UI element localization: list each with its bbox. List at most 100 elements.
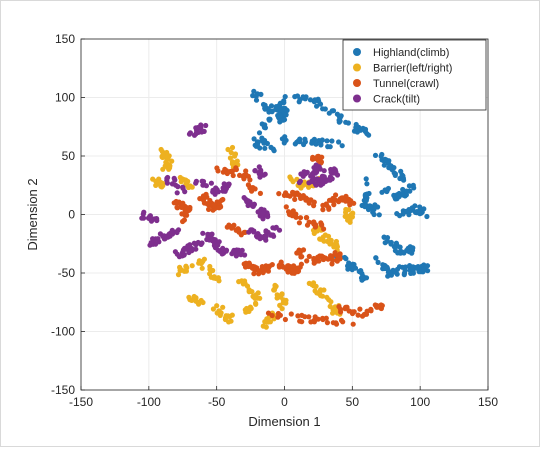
data-point xyxy=(171,175,177,181)
data-point xyxy=(345,217,351,223)
data-point xyxy=(186,131,193,137)
data-point xyxy=(257,145,263,151)
data-point xyxy=(230,224,236,230)
data-point xyxy=(299,254,305,260)
data-point xyxy=(282,94,288,100)
data-point xyxy=(357,306,363,312)
data-point xyxy=(319,137,325,143)
data-point xyxy=(242,252,248,258)
x-tick-label: 50 xyxy=(346,395,360,409)
data-point xyxy=(216,205,222,211)
data-point xyxy=(262,105,268,111)
data-point xyxy=(211,275,217,281)
data-point xyxy=(275,314,281,320)
data-point xyxy=(362,192,368,198)
data-point xyxy=(406,212,412,218)
data-point xyxy=(320,207,326,213)
data-point xyxy=(400,186,406,193)
data-point xyxy=(165,174,171,181)
data-point xyxy=(279,291,285,297)
data-point xyxy=(198,297,204,304)
data-point xyxy=(220,304,226,310)
data-point xyxy=(282,316,288,323)
data-point xyxy=(262,124,268,130)
data-point xyxy=(166,166,172,172)
y-tick-label: 150 xyxy=(55,32,75,46)
data-point xyxy=(269,109,275,115)
x-tick-label: -50 xyxy=(208,395,226,409)
data-point xyxy=(204,201,210,207)
data-point xyxy=(242,307,248,313)
data-point xyxy=(219,251,225,257)
data-point xyxy=(306,219,312,225)
data-point xyxy=(252,186,258,192)
data-point xyxy=(174,251,180,257)
data-point xyxy=(309,179,315,185)
data-point xyxy=(324,138,330,144)
data-point xyxy=(381,162,387,168)
data-point xyxy=(324,203,330,209)
data-point xyxy=(174,204,180,210)
x-tick-label: 0 xyxy=(281,395,288,409)
data-point xyxy=(203,122,209,129)
data-point xyxy=(313,162,319,168)
data-point xyxy=(238,232,244,238)
y-tick-label: 0 xyxy=(68,208,75,222)
data-point xyxy=(311,136,317,142)
data-point xyxy=(180,248,186,254)
data-point xyxy=(320,181,326,187)
data-point xyxy=(288,176,294,182)
data-point xyxy=(287,193,293,199)
data-point xyxy=(325,233,332,239)
data-point xyxy=(336,304,342,310)
data-point xyxy=(246,261,253,267)
data-point xyxy=(397,213,403,219)
data-point xyxy=(355,124,361,130)
data-point xyxy=(401,177,407,183)
data-point xyxy=(251,229,257,235)
data-point xyxy=(261,140,267,146)
data-point xyxy=(338,317,345,323)
data-point xyxy=(364,181,370,187)
data-point xyxy=(378,302,384,308)
data-point xyxy=(252,168,258,174)
data-point xyxy=(269,312,275,319)
data-point xyxy=(313,166,319,172)
series-0 xyxy=(250,88,431,283)
data-point xyxy=(212,237,218,243)
data-point xyxy=(367,203,373,209)
data-point xyxy=(285,269,291,275)
data-point xyxy=(263,324,269,330)
data-point xyxy=(258,91,264,97)
data-point xyxy=(310,174,316,180)
data-point xyxy=(337,118,343,124)
data-point xyxy=(242,281,248,287)
data-point xyxy=(333,238,339,245)
data-point xyxy=(409,205,415,211)
data-point xyxy=(275,104,281,110)
data-point xyxy=(320,316,326,323)
x-tick-label: 100 xyxy=(410,395,430,409)
data-point xyxy=(314,290,320,296)
data-point xyxy=(327,239,333,245)
data-point xyxy=(409,266,415,272)
data-point xyxy=(169,231,176,237)
data-point xyxy=(296,249,302,255)
data-point xyxy=(324,320,330,326)
data-point xyxy=(312,97,318,103)
data-point xyxy=(174,190,180,196)
legend-label: Barrier(left/right) xyxy=(373,63,452,75)
data-point xyxy=(378,153,384,159)
data-point xyxy=(388,241,394,247)
data-point xyxy=(296,180,302,186)
data-point xyxy=(318,293,324,299)
data-point xyxy=(294,93,301,99)
legend-marker xyxy=(353,94,361,103)
data-point xyxy=(320,234,326,240)
data-point xyxy=(298,185,304,191)
data-point xyxy=(204,236,210,243)
data-point xyxy=(203,183,209,189)
data-point xyxy=(257,170,263,176)
data-point xyxy=(363,197,369,204)
